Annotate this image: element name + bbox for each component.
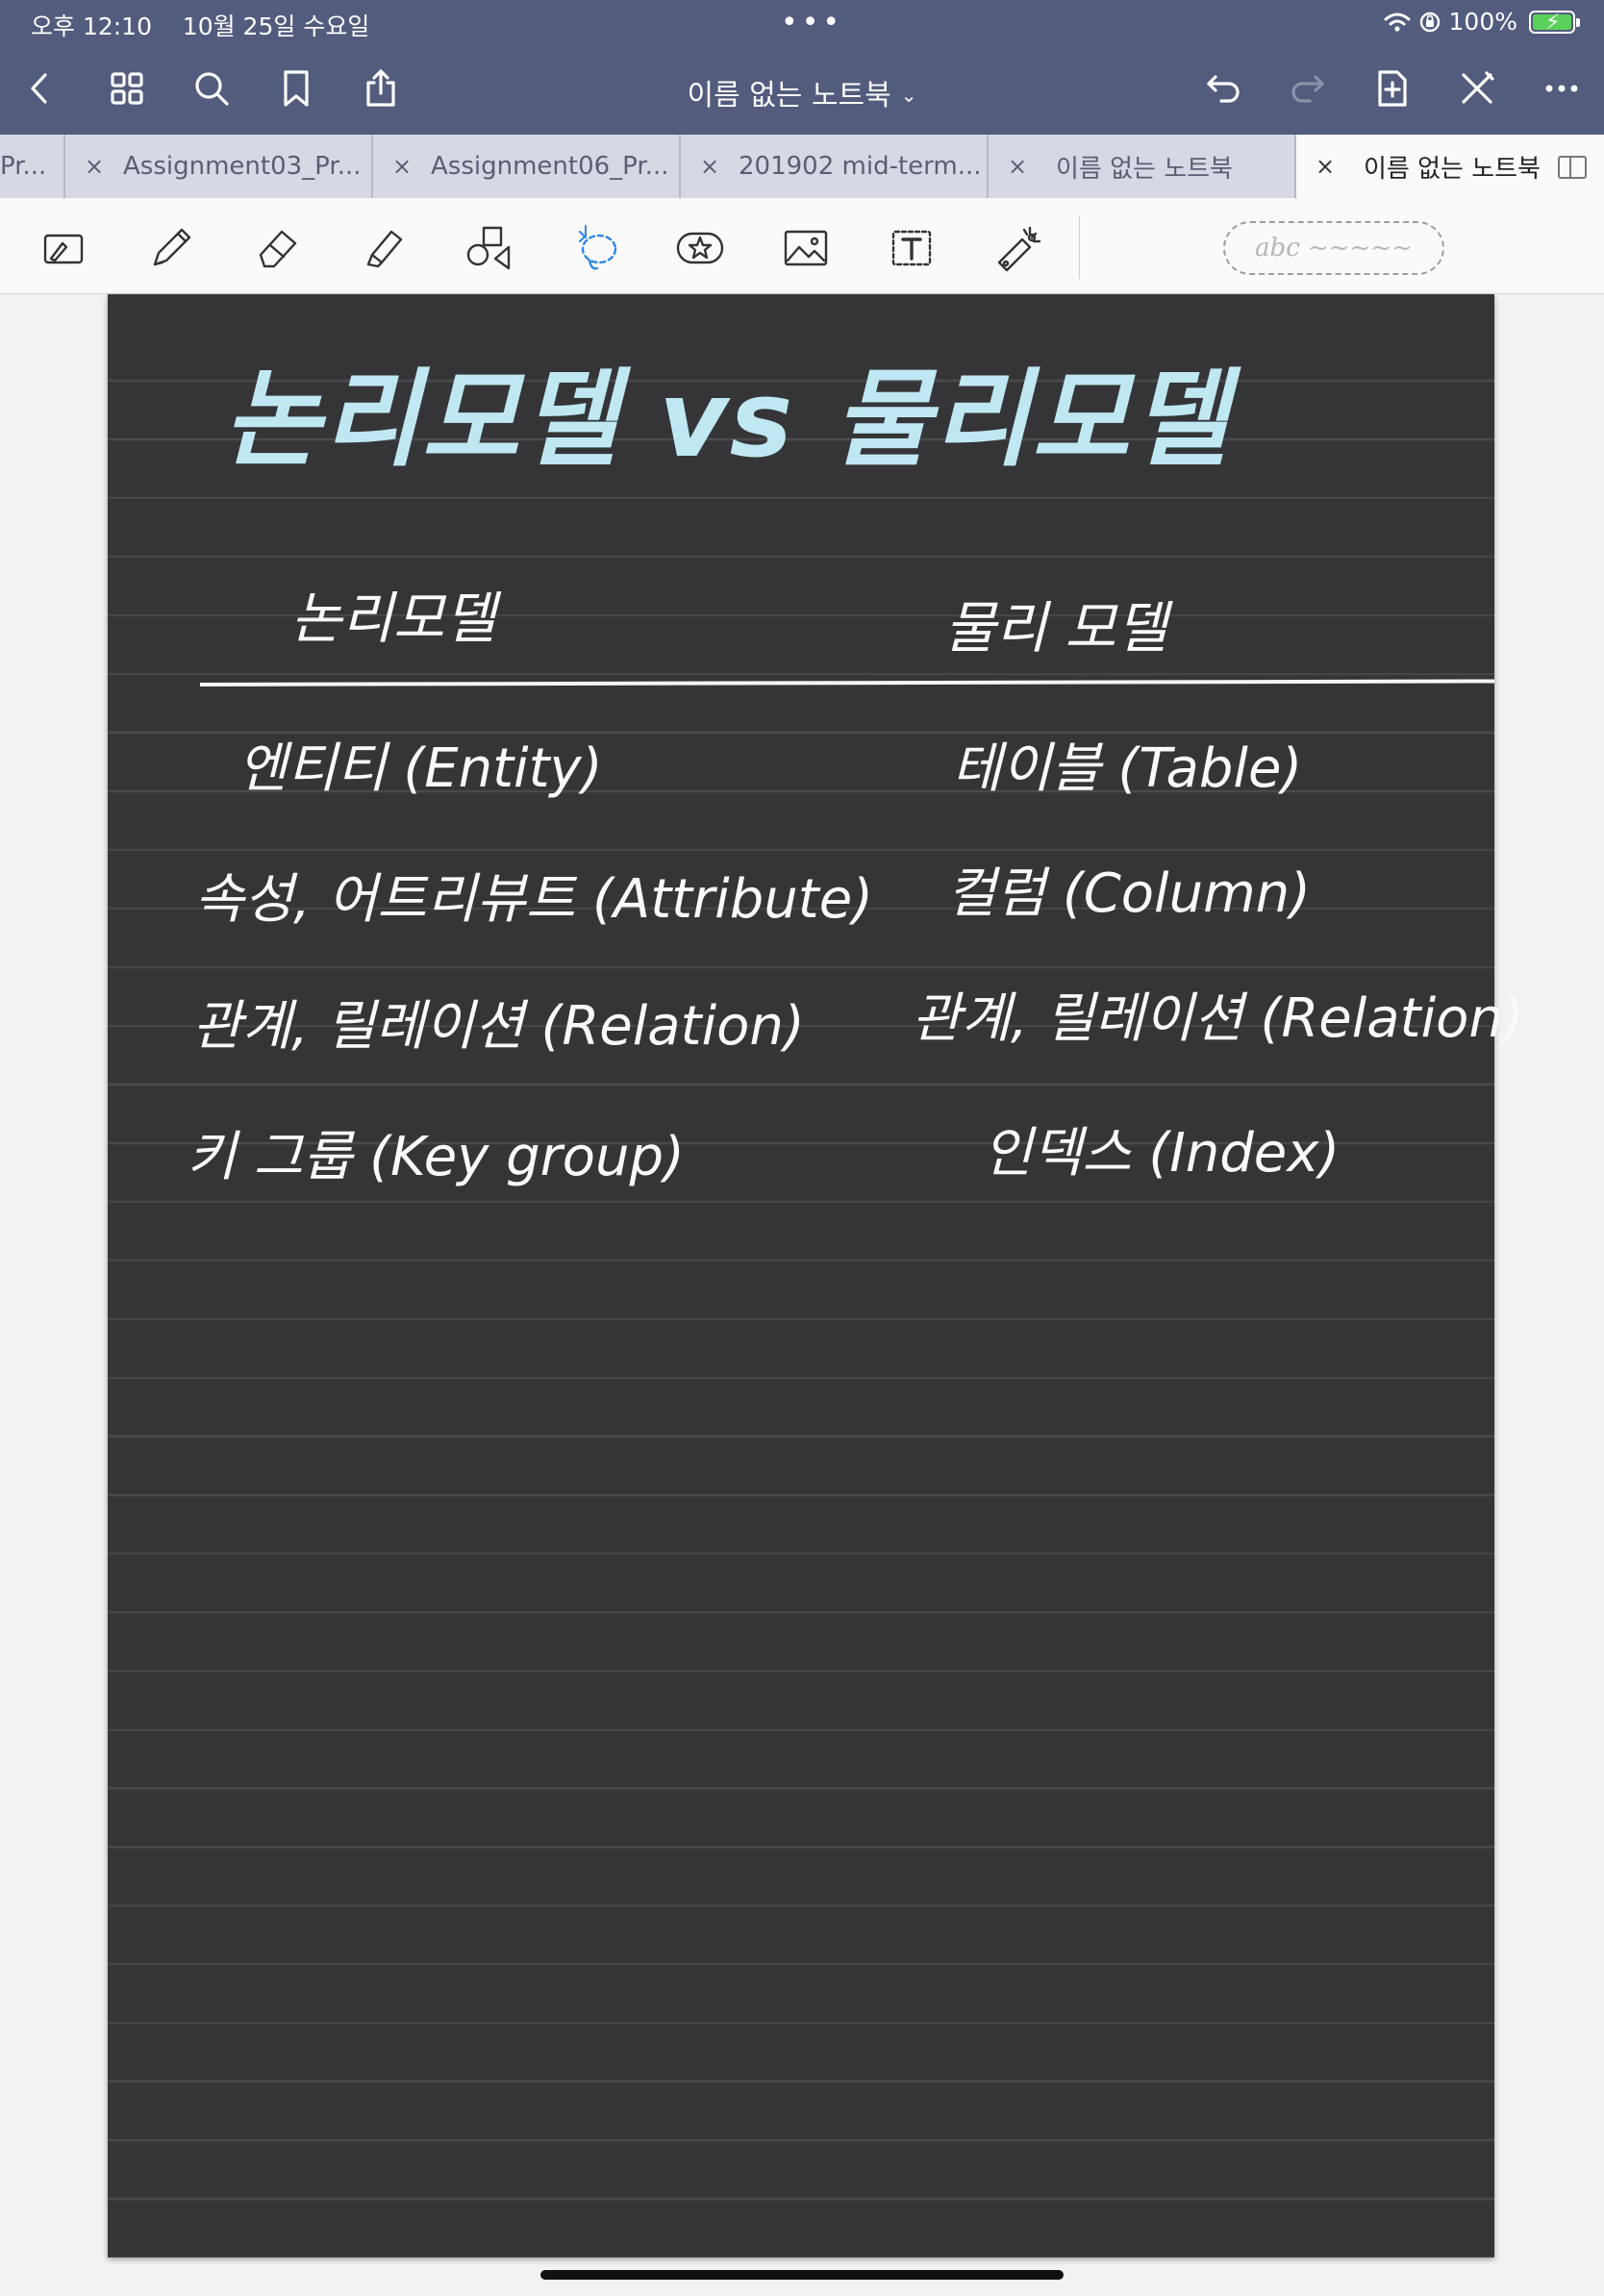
close-icon[interactable]: × [1007,153,1028,180]
redo-button[interactable] [1281,62,1335,115]
row-1-physical: 테이블 (Table) [952,737,1303,800]
tab-5-active[interactable]: × 이름 없는 노트북 [1296,135,1604,198]
close-icon[interactable]: × [1315,153,1336,180]
more-button[interactable] [1535,62,1589,115]
star-sticker-icon [676,232,724,264]
image-tool-button[interactable] [777,219,835,277]
row-2-physical: 컬럼 (Column) [946,862,1311,925]
tab-bar: Pr... × Assignment03_Pr... × Assignment0… [0,135,1604,198]
text-box-placeholder[interactable]: abc ~~~~~ [1223,221,1444,275]
column-header-physical: 물리 모델 [944,595,1167,661]
status-right: 100% ⚡ [1384,8,1580,36]
sticker-tool-button[interactable] [671,219,729,277]
tab-label: 201902 mid-term... [739,152,982,181]
tab-label: Assignment03_Pr... [123,152,362,181]
tool-toggle-button[interactable] [1450,62,1504,115]
battery-icon: ⚡ [1529,10,1580,35]
home-indicator[interactable] [540,2270,1064,2280]
notebook-title: 이름 없는 노트북 [687,79,891,112]
search-button[interactable] [185,62,238,115]
tab-0[interactable]: Pr... [0,135,65,198]
row-1-logical: 엔티티 (Entity) [238,737,603,800]
more-icon [1545,85,1578,92]
top-bar: 오후 12:10 10월 25일 수요일 ••• 100% ⚡ 이름 없 [0,0,1604,135]
share-icon [366,69,395,107]
shapes-icon [466,226,511,270]
grid-icon [111,72,143,105]
drawing-toolbar: abc ~~~~~ [0,198,1604,294]
close-icon[interactable]: × [84,153,105,180]
row-4-logical: 키 그룹 (Key group) [187,1126,685,1188]
split-view-icon[interactable] [1558,156,1587,179]
tab-4[interactable]: × 이름 없는 노트북 [989,135,1296,198]
share-button[interactable] [354,62,408,115]
close-icon[interactable]: × [391,153,413,180]
laser-pointer-button[interactable] [989,219,1046,277]
header-underline [199,679,1495,686]
eraser-tool-button[interactable] [248,219,306,277]
text-box-icon [891,230,932,266]
row-4-physical: 인덱스 (Index) [983,1122,1341,1185]
chevron-down-icon: ⌄ [900,84,917,107]
highlighter-icon [366,230,403,268]
lasso-tool-button[interactable] [565,219,623,277]
tab-2[interactable]: × Assignment06_Pr... [373,135,681,198]
nav-bar: 이름 없는 노트북 ⌄ [0,54,1604,131]
toolbar-divider [1079,215,1080,279]
undo-button[interactable] [1196,62,1250,115]
tablet-pen-icon [43,234,84,264]
add-page-button[interactable] [1366,62,1419,115]
tab-label: 이름 없는 노트북 [1056,154,1233,184]
undo-icon [1207,75,1240,103]
notebook-title-button[interactable]: 이름 없는 노트북 ⌄ [0,71,1604,113]
orientation-lock-icon [1419,12,1440,32]
tab-3[interactable]: × 201902 mid-term... [681,135,989,198]
status-date: 10월 25일 수요일 [182,12,370,40]
search-icon [195,72,229,106]
grid-view-button[interactable] [100,62,154,115]
tab-1[interactable]: × Assignment03_Pr... [65,135,373,198]
wifi-icon [1384,12,1411,32]
row-3-logical: 관계, 릴레이션 (Relation) [192,995,805,1058]
multitask-dots[interactable]: ••• [781,6,844,39]
row-2-logical: 속성, 어트리뷰트 (Attribute) [194,868,873,931]
chevron-left-icon [31,73,47,104]
row-3-physical: 관계, 릴레이션 (Relation) [912,987,1524,1050]
notebook-page[interactable]: 논리모델 vs 물리모델 논리모델 물리 모델 엔티티 (Entity) 테이블… [108,294,1524,2258]
redo-icon [1291,75,1324,103]
pen-cross-icon [1462,71,1494,104]
back-button[interactable] [13,62,67,115]
pen-icon [153,228,191,266]
pen-tool-button[interactable] [142,219,200,277]
close-icon[interactable]: × [699,153,720,180]
tab-label: Pr... [0,152,47,181]
eraser-icon [259,230,297,268]
tab-label: 이름 없는 노트북 [1364,154,1541,184]
tab-label: Assignment06_Pr... [431,152,669,181]
shape-tool-button[interactable] [460,219,517,277]
bookmark-button[interactable] [269,62,323,115]
highlighter-tool-button[interactable] [354,219,412,277]
lasso-icon [579,225,617,270]
battery-percent: 100% [1448,8,1517,36]
read-only-toggle-button[interactable] [35,219,92,277]
laser-pointer-icon [997,226,1041,272]
image-icon [784,230,828,266]
note-title: 논리모델 vs 물리모델 [223,358,1231,481]
add-page-icon [1378,70,1407,107]
bookmark-icon [284,70,309,107]
status-time: 오후 12:10 10월 25일 수요일 [31,8,369,42]
text-tool-button[interactable] [883,219,940,277]
status-bar: 오후 12:10 10월 25일 수요일 ••• 100% ⚡ [0,0,1604,44]
status-clock: 오후 12:10 [31,12,152,40]
column-header-logical: 논리모델 [290,586,496,651]
